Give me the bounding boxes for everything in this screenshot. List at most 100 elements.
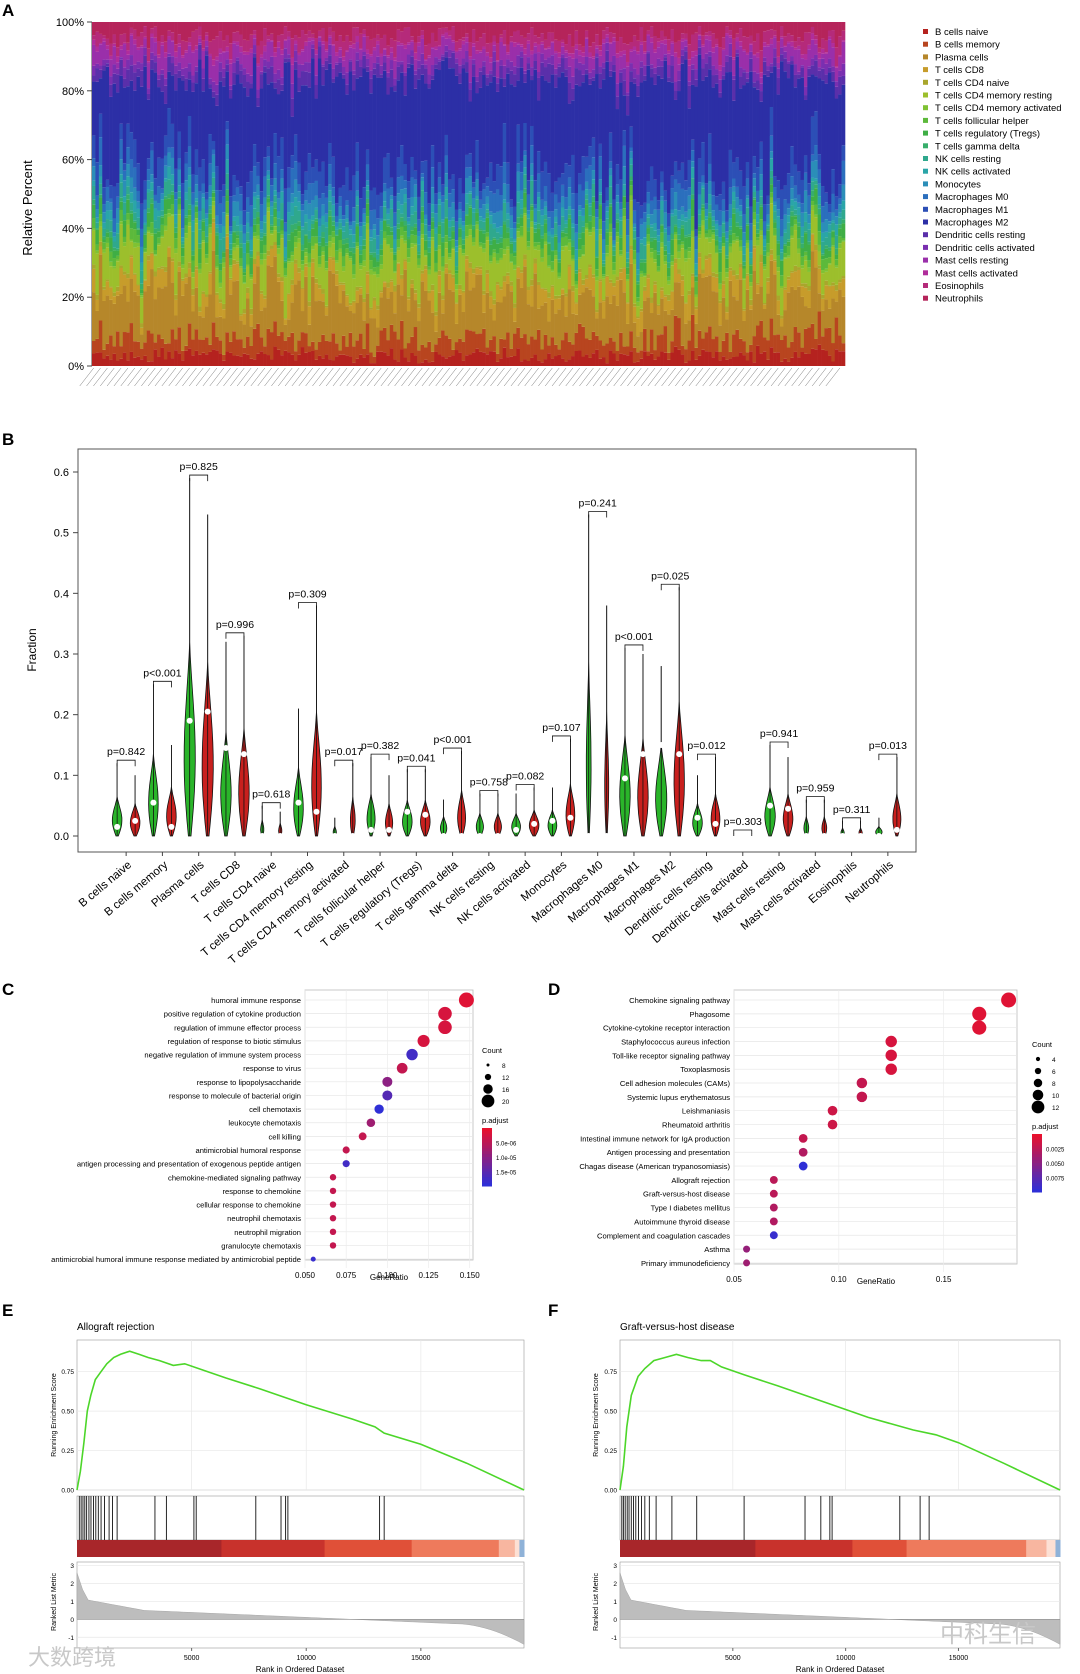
panel-a-bar-segment <box>578 86 582 174</box>
panel-a-bar-segment <box>810 251 815 324</box>
panel-a-bar-segment <box>533 246 538 250</box>
panel-a-bar-segment <box>564 44 569 51</box>
panel-a-bar-segment <box>766 293 770 341</box>
panel-a-bar-segment <box>215 266 219 269</box>
panel-a-bar-segment <box>232 259 237 265</box>
panel-a-bar-segment <box>478 52 483 68</box>
panel-a-bar-segment <box>543 223 548 234</box>
panel-a-bar-segment <box>266 250 271 256</box>
panel-a-bar-segment <box>157 74 161 80</box>
panel-a-bar-segment <box>146 226 151 231</box>
panel-a-bar-segment <box>578 323 582 351</box>
panel-a-bar-segment <box>721 22 726 38</box>
panel-a-bar-segment <box>259 290 264 294</box>
panel-a-bar-segment <box>732 22 736 39</box>
panel-a-bar-segment <box>684 302 688 304</box>
panel-a-bar-segment <box>571 154 575 194</box>
panel-a-bar-segment <box>177 34 182 44</box>
panel-a-bar-segment <box>742 186 747 215</box>
panel-a-bar-segment <box>447 257 452 260</box>
panel-a-bar-segment <box>526 22 531 34</box>
panel-a-bar-segment <box>194 350 199 366</box>
panel-a-bar-segment <box>293 134 298 162</box>
panel-a-sample-tick <box>360 367 375 387</box>
panel-a-bar-segment <box>492 181 497 194</box>
panel-a-bar-segment <box>352 90 356 176</box>
panel-a-bar-segment <box>283 324 288 341</box>
panel-a-bar-segment <box>827 257 832 264</box>
panel-a-bar-segment <box>218 203 223 225</box>
panel-a-bar-segment <box>701 185 705 189</box>
panel-a-bar-segment <box>150 37 154 53</box>
panel-a-bar-segment <box>489 211 493 216</box>
panel-a-bar-segment <box>194 218 199 224</box>
panel-a-bar-segment <box>102 41 106 60</box>
panel-a-bar-segment <box>530 125 534 146</box>
panel-a-bar-segment <box>526 69 531 181</box>
panel-a-bar-segment <box>386 213 391 220</box>
panel-a-bar-segment <box>328 235 332 242</box>
panel-a-bar-segment <box>588 357 593 366</box>
panel-a-bar-segment <box>766 359 770 366</box>
panel-a-bar-segment <box>704 203 709 210</box>
panel-a-bar-segment <box>187 268 192 277</box>
panel-a-bar-segment <box>677 234 682 240</box>
panel-a-bar-segment <box>307 183 312 204</box>
panel-a-bar-segment <box>105 45 110 50</box>
panel-a-bar-segment <box>146 158 151 170</box>
panel-a-bar-segment <box>160 338 165 348</box>
panel-a-bar-segment <box>762 255 767 265</box>
panel-a-bar-segment <box>95 195 100 210</box>
panel-a-bar-segment <box>749 309 753 345</box>
panel-a-bar-segment <box>516 55 521 68</box>
panel-a-bar-segment <box>591 157 596 171</box>
panel-a-bar-segment <box>632 250 637 260</box>
panel-a-bar-segment <box>430 167 435 188</box>
panel-a-bar-segment <box>211 154 216 173</box>
panel-a-bar-segment <box>523 215 527 255</box>
panel-a-bar-segment <box>441 356 445 366</box>
panel-a-bar-segment <box>413 293 418 301</box>
panel-a-bar-segment <box>584 278 589 288</box>
panel-a-bar-segment <box>625 252 630 259</box>
panel-a-bar-segment <box>543 290 548 303</box>
panel-a-bar-segment <box>174 65 178 74</box>
panel-a-bar-segment <box>475 212 480 222</box>
panel-a-bar-segment <box>749 206 753 224</box>
panel-a-bar-segment <box>831 343 836 362</box>
panel-a-bar-segment <box>126 69 130 87</box>
panel-a-bar-segment <box>249 83 254 89</box>
panel-a-bar-segment <box>584 168 589 182</box>
panel-a-bar-segment <box>444 273 449 336</box>
panel-a-bar-segment <box>779 22 784 27</box>
panel-a-bar-segment <box>263 259 267 296</box>
panel-a-bar-segment <box>355 171 360 191</box>
panel-a-bar-segment <box>656 314 661 336</box>
panel-a-bar-segment <box>174 350 178 366</box>
panel-a-bar-segment <box>735 186 740 198</box>
panel-a-bar-segment <box>102 22 106 36</box>
panel-a-bar-segment <box>660 60 664 67</box>
panel-a-bar-segment <box>629 245 634 250</box>
panel-a-bar-segment <box>684 323 688 350</box>
panel-a-bar-segment <box>348 47 353 60</box>
panel-a-bar-segment <box>653 84 658 180</box>
panel-a-bar-segment <box>632 259 637 265</box>
panel-a-bar-segment <box>403 180 408 189</box>
panel-a-bar-segment <box>718 92 723 98</box>
panel-a-bar-segment <box>595 349 599 366</box>
panel-a-bar-segment <box>786 257 791 277</box>
panel-a-bar-segment <box>276 198 281 212</box>
panel-a-bar-segment <box>153 276 158 300</box>
panel-a-bar-segment <box>663 57 668 61</box>
panel-a-sample-tick <box>750 367 765 387</box>
panel-a-bar-segment <box>708 217 712 230</box>
panel-a-bar-segment <box>557 298 562 310</box>
panel-a-bar-segment <box>458 73 462 84</box>
panel-a-bar-segment <box>424 255 428 257</box>
panel-a-bar-segment <box>119 159 124 175</box>
panel-a-bar-segment <box>335 262 339 271</box>
panel-a-bar-segment <box>92 22 96 36</box>
panel-a-bar-segment <box>345 167 350 201</box>
panel-a-bar-segment <box>694 269 699 276</box>
